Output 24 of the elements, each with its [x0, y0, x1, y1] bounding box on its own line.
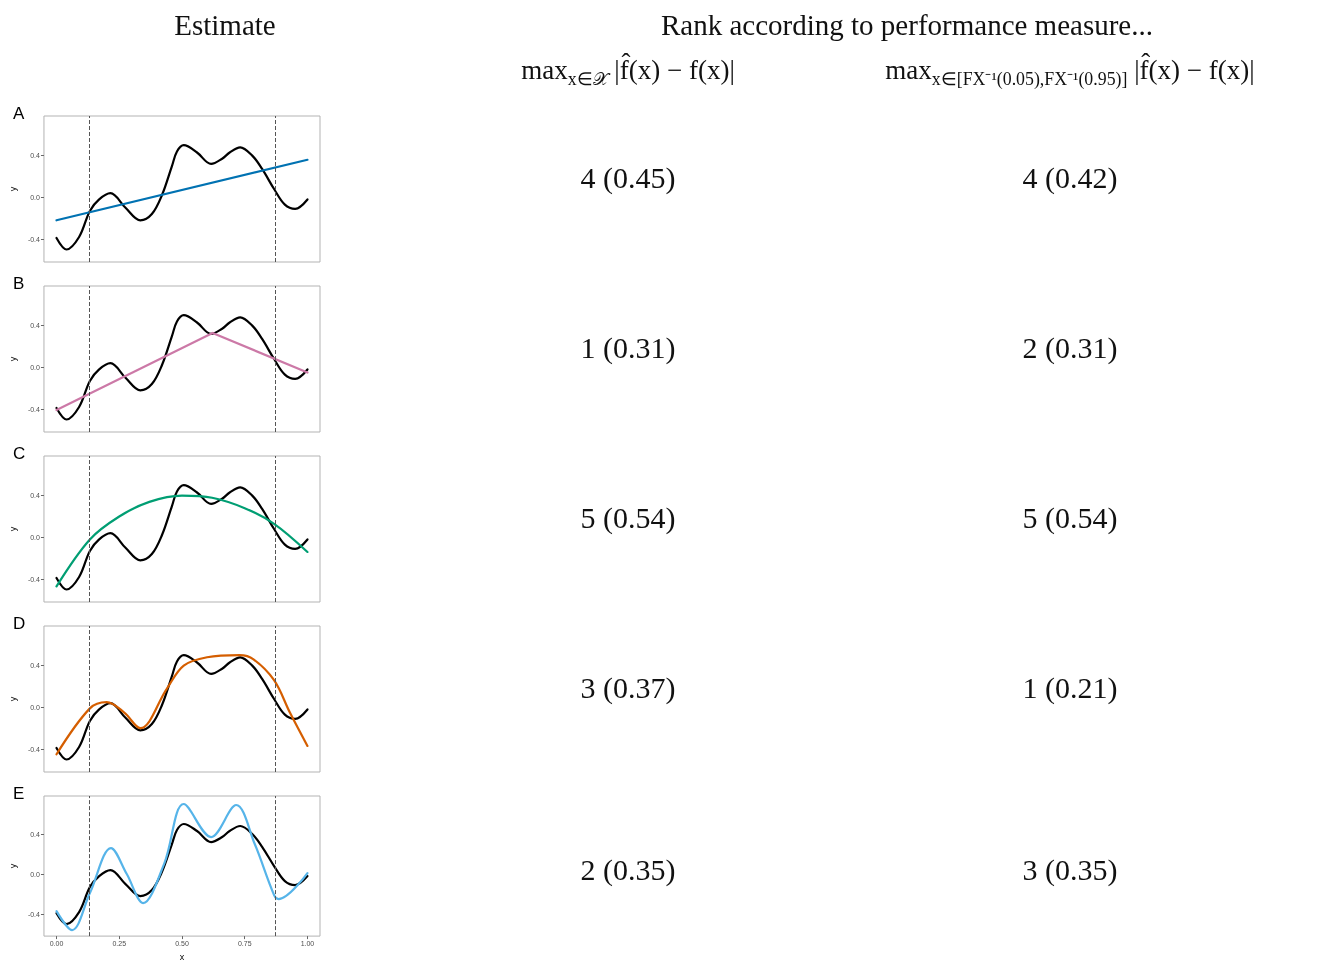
text: 4 (0.42) [1022, 161, 1118, 195]
text: 2 (0.35) [580, 853, 676, 887]
text: 5 (0.54) [1022, 501, 1118, 535]
chart-title: A [13, 104, 25, 123]
text: Estimate [174, 8, 276, 42]
text: 3 (0.37) [580, 671, 676, 705]
chart-title: D [13, 614, 26, 633]
x-axis-title: x [179, 951, 185, 962]
y-axis-title: y [7, 356, 18, 362]
y-axis-title: y [7, 186, 18, 192]
text: 4 (0.45) [580, 161, 676, 195]
text: 5 (0.54) [580, 501, 676, 535]
chart-title: B [13, 274, 25, 293]
y-axis-title: y [7, 526, 18, 532]
chart-title: C [13, 444, 26, 463]
text: 1 (0.21) [1022, 671, 1118, 705]
text: max$_{x∈𝒳}$ |f̂(x) − f(x)| [521, 54, 735, 89]
y-axis-title: y [7, 696, 18, 702]
text: Rank according to performance measure... [661, 8, 1153, 42]
chart-title: E [13, 784, 25, 803]
y-axis-title: y [7, 863, 18, 869]
text: 2 (0.31) [1022, 331, 1118, 365]
text: 3 (0.35) [1022, 853, 1118, 887]
text: 1 (0.31) [580, 331, 676, 365]
